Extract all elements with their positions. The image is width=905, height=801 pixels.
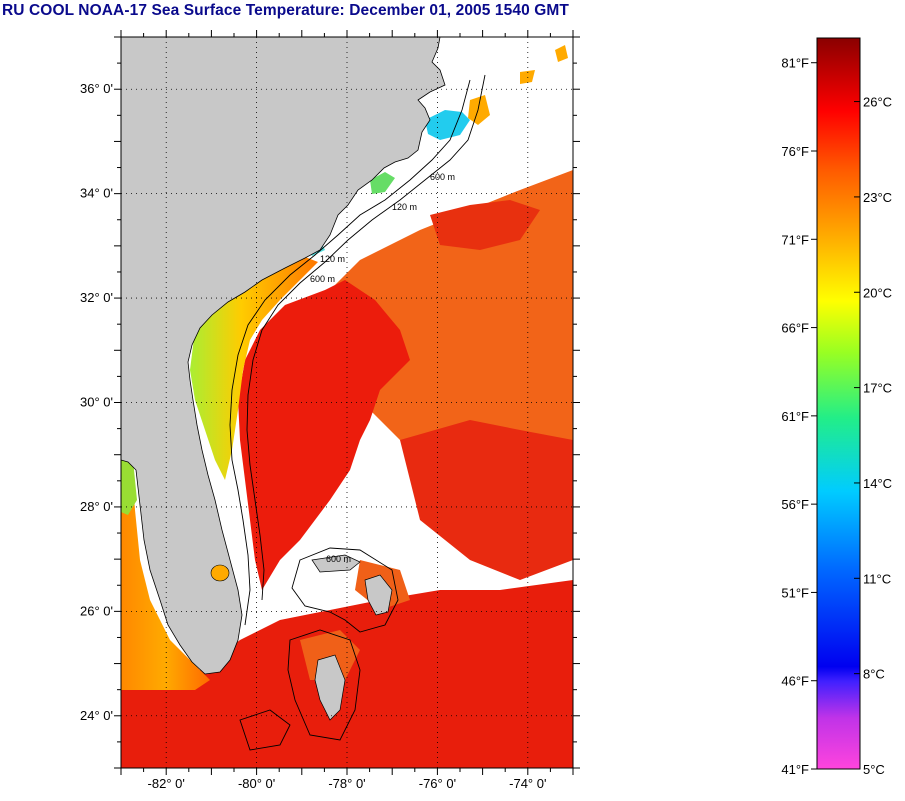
- coastal-shelf-water: [190, 255, 318, 480]
- color-scale-bar: [816, 37, 861, 770]
- contour-cuba-bank: [239, 709, 291, 751]
- contour-bahamas: [291, 547, 399, 633]
- land-southeast-us: [121, 37, 446, 675]
- lon-tick-label: -76° 0': [419, 776, 456, 791]
- land-bahamas-andros: [314, 654, 346, 721]
- lat-tick-label: 34° 0': [80, 186, 113, 201]
- fahrenheit-label: 71°F: [781, 232, 809, 247]
- contour-bahamas-south: [287, 629, 361, 741]
- land-bahamas-abaco: [364, 574, 393, 616]
- lake-okeechobee: [210, 564, 230, 582]
- contour-label: 600 m: [430, 172, 455, 182]
- color-scale-ticks: [811, 62, 860, 770]
- lon-tick-label: -82° 0': [148, 776, 185, 791]
- lat-axis-labels: 36° 0' 34° 0' 32° 0' 30° 0' 28° 0' 26° 0' 24° …: [80, 81, 113, 723]
- celsius-label: 20°C: [863, 285, 892, 300]
- lat-tick-label: 24° 0': [80, 708, 113, 723]
- contour-120m: [229, 79, 471, 626]
- lon-tick-label: -74° 0': [509, 776, 546, 791]
- fahrenheit-label: 61°F: [781, 409, 809, 424]
- offshore-red-patch-e: [400, 420, 573, 580]
- fahrenheit-label: 41°F: [781, 762, 809, 777]
- gulf-stream: [238, 280, 410, 590]
- celsius-label: 8°C: [863, 667, 885, 682]
- fahrenheit-label: 51°F: [781, 585, 809, 600]
- lat-tick-label: 30° 0': [80, 395, 113, 410]
- map-area[interactable]: 120 m 600 m 120 m 600 m 600 m: [121, 37, 573, 768]
- contour-label: 600 m: [326, 554, 351, 564]
- fahrenheit-label: 56°F: [781, 497, 809, 512]
- fahrenheit-label: 46°F: [781, 674, 809, 689]
- lat-tick-label: 26° 0': [80, 603, 113, 618]
- lon-axis-labels: -82° 0' -80° 0' -78° 0' -76° 0' -74° 0': [148, 776, 547, 791]
- celsius-label: 11°C: [863, 571, 891, 586]
- gulf-coast-cool-water: [121, 460, 137, 515]
- gulf-of-mexico-water: [121, 470, 210, 690]
- contour-label: 120 m: [392, 202, 417, 212]
- contour-label: 600 m: [310, 274, 335, 284]
- outer-banks-orange-patch: [468, 95, 490, 125]
- fahrenheit-label: 81°F: [781, 56, 809, 71]
- map-grid: [121, 37, 573, 768]
- lat-tick-label: 28° 0': [80, 499, 113, 514]
- fahrenheit-label: 76°F: [781, 144, 809, 159]
- celsius-labels: 26°C 23°C 20°C 17°C 14°C 11°C 8°C 5°C: [863, 95, 892, 777]
- celsius-label: 5°C: [863, 762, 885, 777]
- fahrenheit-labels: 81°F 76°F 71°F 66°F 61°F 56°F 51°F 46°F 41°F: [781, 56, 809, 777]
- lat-tick-label: 36° 0': [80, 81, 113, 96]
- contour-label-group: 120 m 600 m 120 m 600 m 600 m: [310, 172, 455, 564]
- celsius-label: 23°C: [863, 190, 892, 205]
- shelf-green-patch: [370, 172, 395, 194]
- lat-tick-label: 32° 0': [80, 290, 113, 305]
- offshore-red-patch-n: [430, 200, 540, 250]
- celsius-label: 14°C: [863, 476, 892, 491]
- map-title: RU COOL NOAA-17 Sea Surface Temperature:…: [2, 2, 569, 19]
- contour-label: 120 m: [320, 254, 345, 264]
- land-bahamas-grand-bahama: [311, 554, 361, 573]
- celsius-label: 26°C: [863, 95, 892, 110]
- northern-orange-patch: [520, 45, 568, 84]
- lon-tick-label: -80° 0': [238, 776, 275, 791]
- celsius-label: 17°C: [863, 381, 892, 396]
- lon-tick-label: -78° 0': [328, 776, 365, 791]
- bathymetry-contours: [229, 74, 486, 751]
- fahrenheit-label: 66°F: [781, 321, 809, 336]
- contour-600m: [246, 74, 486, 601]
- frame-ticks: [114, 30, 580, 775]
